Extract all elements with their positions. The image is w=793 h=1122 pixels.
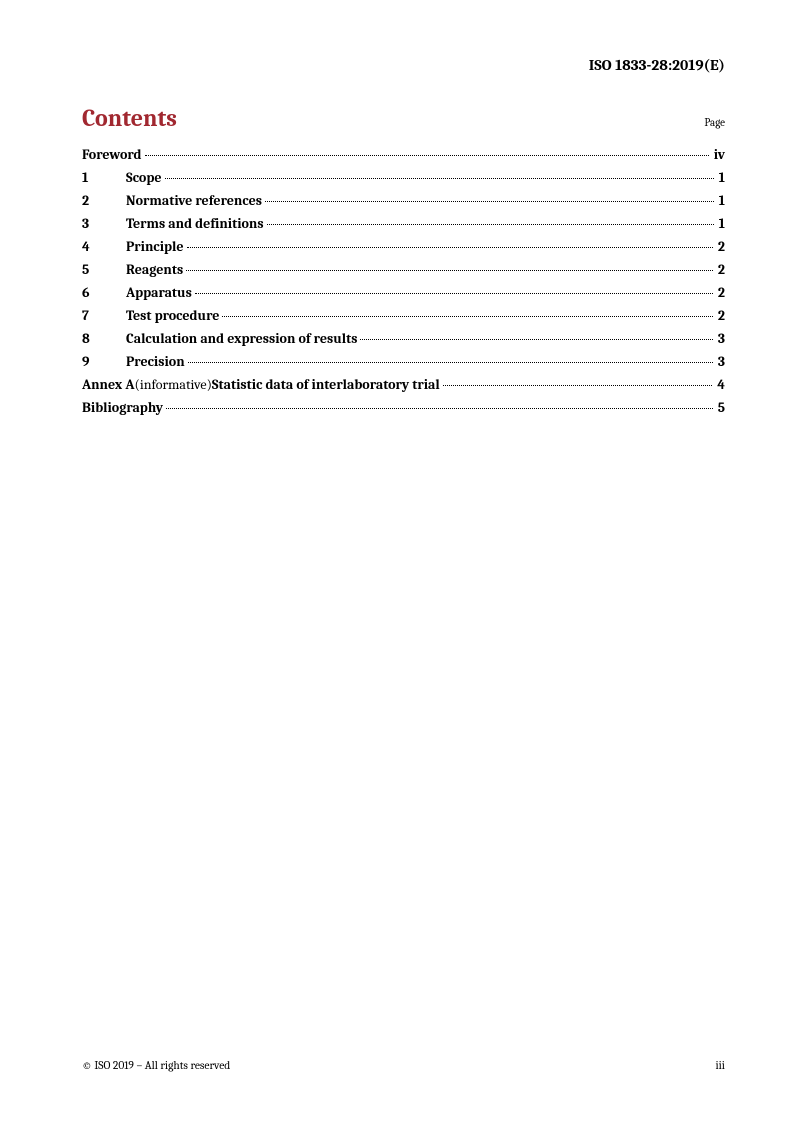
toc-entry-page: 3	[716, 355, 725, 369]
toc-entry-title: Reagents	[126, 263, 183, 277]
toc-entry-page: 2	[716, 263, 725, 277]
toc-entry: 1Scope1	[82, 171, 725, 185]
toc-entry-page: 1	[717, 217, 725, 231]
toc-entry-title: Apparatus	[126, 286, 192, 300]
toc-entry-page: 2	[716, 309, 725, 323]
toc-entry-title: Bibliography	[82, 401, 163, 415]
copyright-text: © ISO 2019 – All rights reserved	[82, 1059, 230, 1072]
toc-entry-title: Principle	[126, 240, 184, 254]
toc-leader	[195, 293, 713, 294]
toc-entry: 3Terms and definitions 1	[82, 217, 725, 231]
toc-entry-number: 6	[82, 286, 126, 300]
toc-leader	[186, 270, 713, 271]
toc-entry-title: Scope	[126, 171, 162, 185]
toc-leader	[187, 247, 713, 248]
toc-entry: 7Test procedure 2	[82, 309, 725, 323]
toc-leader	[188, 362, 713, 363]
toc-leader	[267, 224, 714, 225]
toc-entry-title-note: (informative)	[134, 378, 211, 392]
contents-title: Contents	[82, 104, 177, 132]
toc-leader	[165, 178, 714, 179]
toc-entry-page: 2	[716, 240, 725, 254]
toc-entry-page: 1	[717, 194, 725, 208]
toc-entry-page: 2	[716, 286, 725, 300]
toc-entry: Annex A (informative) Statistic data of …	[82, 378, 725, 392]
toc-entry-number: 1	[82, 171, 126, 185]
page-footer: © ISO 2019 – All rights reserved iii	[82, 1059, 725, 1072]
toc-entry: 4Principle 2	[82, 240, 725, 254]
page-number: iii	[715, 1059, 725, 1072]
toc-entry-title: Terms and definitions	[126, 217, 264, 231]
toc-entry-title: Test procedure	[126, 309, 219, 323]
toc-entry: 9Precision 3	[82, 355, 725, 369]
toc-entry-title: Calculation and expression of results	[126, 332, 357, 346]
toc-entry-number: 4	[82, 240, 126, 254]
toc-entry-number: 2	[82, 194, 126, 208]
toc-leader	[443, 385, 713, 386]
contents-header: Contents Page	[82, 104, 725, 132]
toc-entry-title: Annex A	[82, 378, 134, 392]
toc-entry-number: 3	[82, 217, 126, 231]
toc-entry-number: 7	[82, 309, 126, 323]
toc-leader	[265, 201, 714, 202]
toc-entry: 2Normative references 1	[82, 194, 725, 208]
toc-entry: 6Apparatus 2	[82, 286, 725, 300]
toc-entry-page: iv	[712, 148, 725, 162]
toc-entry: Bibliography 5	[82, 401, 725, 415]
toc-leader	[360, 339, 712, 340]
page-column-label: Page	[704, 116, 725, 129]
toc-entry-title: Foreword	[82, 148, 142, 162]
toc-entry-number: 9	[82, 355, 126, 369]
toc-entry-page: 3	[716, 332, 725, 346]
toc-entry: 5Reagents 2	[82, 263, 725, 277]
document-id-header: ISO 1833-28:2019(E)	[82, 56, 725, 74]
toc-entry: 8Calculation and expression of results 3	[82, 332, 725, 346]
toc-entry-number: 8	[82, 332, 126, 346]
toc-entry-title: Precision	[126, 355, 185, 369]
table-of-contents: Forewordiv1Scope12Normative references13…	[82, 148, 725, 415]
toc-entry-page: 5	[716, 401, 725, 415]
toc-entry-title: Normative references	[126, 194, 262, 208]
toc-entry: Foreword iv	[82, 148, 725, 162]
toc-entry-page: 4	[715, 378, 725, 392]
toc-leader	[145, 155, 709, 156]
toc-entry-number: 5	[82, 263, 126, 277]
toc-leader	[222, 316, 712, 317]
toc-entry-title-extra: Statistic data of interlaboratory trial	[212, 378, 440, 392]
toc-leader	[166, 408, 713, 409]
toc-entry-page: 1	[717, 171, 725, 185]
